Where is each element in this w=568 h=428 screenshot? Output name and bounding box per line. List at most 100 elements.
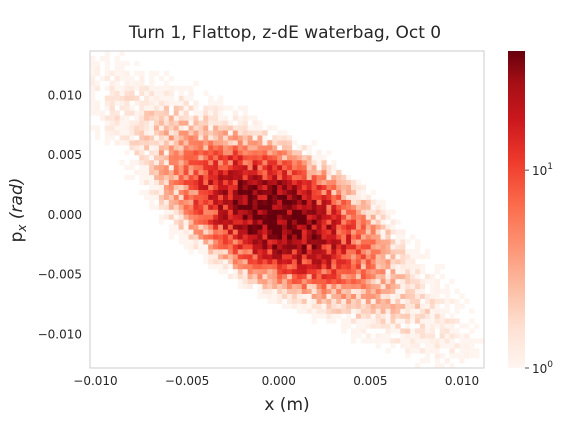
heatmap-bin [144, 115, 150, 121]
heatmap-bin [355, 209, 362, 215]
heatmap-bin [272, 140, 278, 146]
heatmap-bin [341, 214, 347, 220]
heatmap-bin [291, 179, 298, 186]
heatmap-bin [375, 343, 381, 349]
heatmap-bin [395, 278, 401, 285]
heatmap-bin [360, 189, 367, 195]
heatmap-bin [90, 90, 96, 96]
heatmap-bin [380, 303, 386, 309]
heatmap-bin [139, 85, 145, 91]
heatmap-bin [252, 169, 258, 176]
heatmap-bin [326, 169, 332, 176]
heatmap-bin [385, 333, 391, 339]
heatmap-bin [267, 273, 273, 280]
heatmap-bin [129, 85, 135, 91]
heatmap-bin [262, 194, 268, 200]
heatmap-bin [158, 125, 165, 131]
x-tick-label: 0.000 [262, 374, 296, 388]
heatmap-bin [380, 338, 386, 344]
heatmap-bin [311, 283, 317, 290]
heatmap-bin [444, 308, 450, 314]
heatmap-bin [405, 353, 411, 359]
heatmap-bin [198, 150, 204, 156]
heatmap-bin [321, 273, 327, 280]
heatmap-bin [90, 55, 96, 62]
heatmap-bin [331, 239, 337, 245]
heatmap-bin [94, 105, 101, 111]
heatmap-bin [178, 159, 184, 166]
heatmap-bin [208, 214, 214, 220]
heatmap-bin [277, 140, 283, 146]
heatmap-bin [227, 135, 234, 141]
heatmap-bin [183, 239, 189, 245]
heatmap-bin [346, 184, 352, 190]
heatmap-bin [178, 214, 184, 220]
heatmap-bin [355, 204, 362, 210]
heatmap-bin [218, 204, 224, 210]
heatmap-bin [237, 249, 243, 255]
heatmap-bin [410, 268, 416, 275]
heatmap-bin [193, 234, 199, 240]
heatmap-bin [434, 343, 440, 349]
heatmap-bin [331, 263, 337, 270]
heatmap-bin [464, 323, 470, 329]
heatmap-bin [124, 150, 130, 156]
heatmap-bin [316, 254, 322, 260]
heatmap-bin [355, 249, 362, 255]
heatmap-bin [351, 333, 357, 339]
heatmap-bin [291, 293, 298, 299]
heatmap-bin [203, 179, 209, 186]
heatmap-bin [144, 189, 150, 195]
heatmap-bin [301, 174, 307, 181]
heatmap-bin [390, 219, 396, 225]
heatmap-bin [208, 150, 214, 156]
heatmap-bin [203, 150, 209, 156]
heatmap-bin [429, 283, 436, 290]
heatmap-bin [282, 278, 288, 285]
heatmap-bin [109, 95, 115, 101]
heatmap-bin [267, 224, 273, 230]
heatmap-bin [262, 214, 268, 220]
heatmap-bin [321, 214, 327, 220]
heatmap-bin [173, 115, 179, 121]
heatmap-bin [272, 189, 278, 195]
heatmap-bin [154, 105, 160, 111]
heatmap-bin [434, 308, 440, 314]
heatmap-bin [277, 219, 283, 225]
heatmap-bin [262, 288, 268, 294]
heatmap-bin [380, 214, 386, 220]
heatmap-bin [405, 343, 411, 349]
heatmap-bin [158, 184, 165, 190]
heatmap-bin [385, 263, 391, 270]
heatmap-bin [360, 234, 367, 240]
heatmap-bin [311, 214, 317, 220]
heatmap-bin [459, 358, 465, 364]
heatmap-bin [178, 100, 184, 106]
heatmap-bin [424, 338, 431, 344]
heatmap-bin [154, 130, 160, 136]
heatmap-bin [139, 105, 145, 111]
heatmap-bin [306, 249, 312, 255]
heatmap-bin [351, 298, 357, 304]
heatmap-bin [272, 239, 278, 245]
heatmap-bin [213, 209, 219, 215]
heatmap-bin [272, 263, 278, 270]
heatmap-bin [400, 254, 406, 260]
heatmap-bin [163, 179, 170, 186]
heatmap-bin [400, 328, 406, 334]
y-axis-label-sub: x [15, 224, 29, 233]
heatmap-bin [474, 323, 480, 329]
heatmap-bin [291, 150, 298, 156]
heatmap-bin [247, 184, 253, 190]
heatmap-bin [277, 174, 283, 181]
heatmap-bin [291, 209, 298, 215]
heatmap-bin [380, 278, 386, 285]
heatmap-bin [439, 273, 445, 280]
heatmap-bin [395, 293, 401, 299]
heatmap-bin [222, 159, 229, 166]
heatmap-bin [119, 159, 125, 166]
heatmap-bin [415, 249, 421, 255]
heatmap-bin [124, 135, 130, 141]
heatmap-bin [400, 259, 406, 265]
heatmap-bin [341, 194, 347, 200]
